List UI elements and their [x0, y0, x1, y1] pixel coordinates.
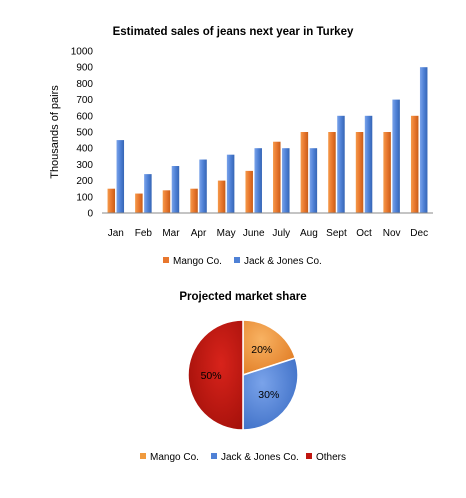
x-tick-label: Apr: [191, 228, 207, 239]
bar-jack-jones-july: [282, 148, 290, 213]
y-tick-label: 900: [76, 63, 93, 74]
pie-slice-others: [187, 319, 244, 431]
legend-label: Mango Co.: [150, 452, 199, 463]
pie-slice-jack-jones-co: [242, 357, 299, 431]
x-tick-label: Nov: [383, 228, 401, 239]
pie-slice-label: 50%: [201, 370, 222, 382]
bar-mango-june: [245, 170, 253, 213]
bar-mango-apr: [190, 188, 198, 213]
bar-jack-jones-oct: [364, 115, 373, 213]
bar-mango-oct: [355, 132, 364, 213]
bar-jack-jones-sept: [337, 115, 345, 213]
bar-jack-jones-dec: [419, 67, 428, 213]
bar-jack-jones-jan: [116, 140, 125, 213]
y-tick-label: 100: [76, 192, 93, 203]
y-tick-label: 800: [76, 79, 93, 90]
y-tick-label: 600: [76, 111, 93, 122]
bar-jack-jones-apr: [199, 159, 207, 213]
x-tick-label: July: [272, 228, 290, 239]
bar-mango-may: [217, 180, 226, 213]
pie-slice-label: 30%: [258, 389, 279, 401]
y-tick-label: 300: [76, 160, 93, 171]
bar-chart-title: Estimated sales of jeans next year in Tu…: [113, 26, 354, 38]
bar-mango-nov: [383, 132, 391, 213]
bar-mango-sept: [328, 132, 336, 213]
x-tick-label: Feb: [135, 228, 153, 239]
y-axis-ticks: 0 100 200 300 400 500 600 700 800 900 1000: [71, 47, 94, 220]
bar-mango-aug: [300, 132, 309, 213]
bar-jack-jones-feb: [144, 174, 152, 213]
y-tick-label: 200: [76, 176, 93, 187]
bars: [107, 67, 428, 213]
x-axis-ticks: Jan Feb Mar Apr May June July Aug Sept Oct Nov Dec: [108, 228, 428, 239]
y-tick-label: 400: [76, 144, 93, 155]
legend-swatch: [234, 257, 240, 263]
y-tick-label: 500: [76, 128, 93, 139]
bar-chart: Estimated sales of jeans next year in Tu…: [49, 26, 433, 267]
x-tick-label: Dec: [410, 228, 428, 239]
x-tick-label: June: [243, 228, 265, 239]
y-tick-label: 1000: [71, 47, 94, 58]
y-tick-label: 0: [87, 209, 93, 220]
pie-chart-title: Projected market share: [179, 291, 306, 303]
bar-jack-jones-aug: [309, 148, 318, 213]
x-tick-label: Oct: [356, 228, 372, 239]
pie-labels: 20% 30% 50%: [201, 344, 280, 401]
legend-label: Others: [316, 452, 346, 463]
bar-jack-jones-mar: [171, 166, 180, 213]
legend-label: Mango Co.: [173, 256, 222, 267]
legend-label: Jack & Jones Co.: [221, 452, 299, 463]
bar-mango-mar: [162, 190, 171, 213]
x-tick-label: Jan: [108, 228, 124, 239]
bar-mango-feb: [135, 193, 143, 213]
legend-swatch: [306, 453, 312, 459]
x-tick-label: Mar: [162, 228, 180, 239]
y-tick-label: 700: [76, 95, 93, 106]
x-tick-label: Sept: [326, 228, 347, 239]
pie-slice-label: 20%: [251, 344, 272, 356]
pie-chart: Projected market share 20% 30% 50% Mango C…: [140, 291, 346, 463]
bar-jack-jones-may: [226, 154, 235, 213]
bar-jack-jones-june: [254, 148, 262, 213]
bar-mango-jan: [107, 188, 116, 213]
pie-slice-mango-co: [242, 319, 297, 377]
legend-label: Jack & Jones Co.: [244, 256, 322, 267]
legend-swatch: [140, 453, 146, 459]
y-axis-label: Thousands of pairs: [49, 85, 61, 179]
bar-chart-legend: Mango Co. Jack & Jones Co.: [163, 256, 322, 267]
bar-mango-july: [273, 141, 281, 213]
x-tick-label: Aug: [300, 228, 318, 239]
legend-swatch: [211, 453, 217, 459]
bar-mango-dec: [410, 115, 419, 213]
pie-chart-legend: Mango Co. Jack & Jones Co. Others: [140, 452, 346, 463]
bar-jack-jones-nov: [392, 99, 400, 213]
pie-slices: [187, 319, 299, 431]
legend-swatch: [163, 257, 169, 263]
x-tick-label: May: [217, 228, 236, 239]
